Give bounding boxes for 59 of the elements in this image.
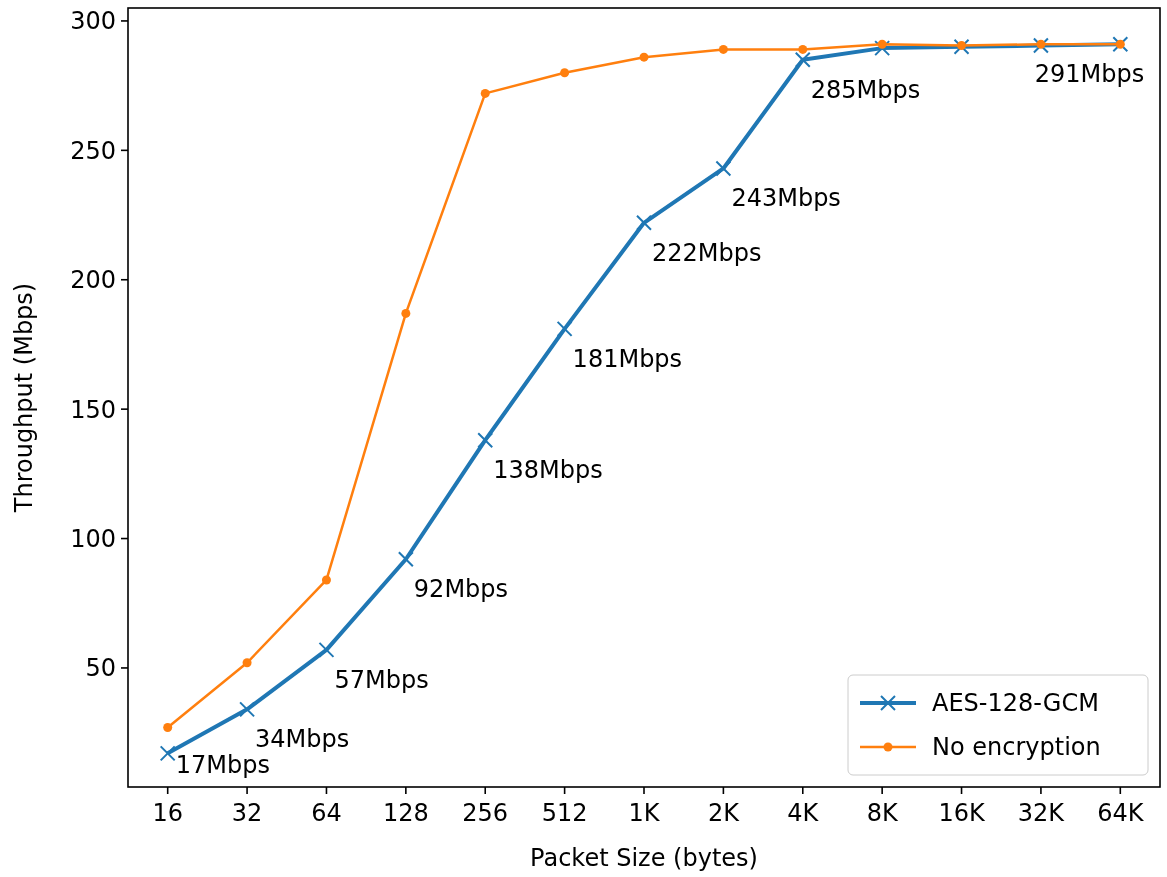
point bbox=[1112, 36, 1129, 53]
data-label: 222Mbps bbox=[652, 238, 762, 267]
point bbox=[957, 41, 967, 51]
y-tick-label: 150 bbox=[70, 395, 116, 424]
x-tick-label: 128 bbox=[382, 799, 429, 827]
point bbox=[239, 701, 256, 718]
x-tick-label: 2K bbox=[707, 799, 741, 827]
legend-label: No encryption bbox=[932, 733, 1101, 762]
point bbox=[397, 551, 414, 568]
point bbox=[477, 432, 494, 449]
point bbox=[1115, 39, 1125, 49]
point bbox=[321, 575, 331, 585]
x-tick-label: 32K bbox=[1017, 799, 1066, 827]
y-tick-label: 100 bbox=[70, 524, 116, 553]
x-tick-label: 8K bbox=[866, 799, 899, 827]
data-label: 34Mbps bbox=[255, 725, 350, 754]
point bbox=[401, 308, 411, 318]
data-label: 291Mbps bbox=[1034, 60, 1145, 89]
x-tick-label: 16 bbox=[152, 799, 183, 827]
x-tick-label: 64 bbox=[311, 799, 342, 827]
point bbox=[242, 658, 252, 668]
x-tick-label: 1K bbox=[628, 799, 661, 827]
point bbox=[636, 214, 652, 231]
legend-label: AES-128-GCM bbox=[932, 689, 1099, 718]
point bbox=[794, 51, 811, 68]
data-label: 138Mbps bbox=[493, 456, 603, 485]
point bbox=[318, 641, 335, 658]
x-axis-title: Packet Size (bytes) bbox=[530, 844, 758, 872]
y-tick-label: 200 bbox=[70, 266, 116, 295]
point bbox=[480, 88, 490, 98]
point bbox=[159, 745, 176, 762]
data-label: 17Mbps bbox=[175, 751, 270, 779]
x-tick-label: 32 bbox=[231, 799, 263, 827]
data-label: 181Mbps bbox=[572, 344, 683, 373]
y-tick-label: 250 bbox=[70, 136, 116, 165]
x-tick-label: 256 bbox=[462, 799, 509, 827]
point bbox=[639, 52, 649, 62]
point bbox=[163, 722, 173, 732]
point bbox=[874, 40, 891, 57]
point bbox=[877, 39, 887, 49]
x-tick-label: 64K bbox=[1097, 799, 1145, 827]
point bbox=[560, 68, 570, 78]
point bbox=[1036, 39, 1046, 49]
point bbox=[718, 44, 728, 54]
point bbox=[798, 44, 808, 54]
y-tick-label: 300 bbox=[70, 7, 116, 36]
x-tick-label: 4K bbox=[787, 799, 820, 827]
data-label: 57Mbps bbox=[334, 665, 429, 694]
data-label: 285Mbps bbox=[810, 75, 921, 104]
data-label: 243Mbps bbox=[731, 184, 841, 213]
point bbox=[953, 38, 970, 55]
y-tick-label: 50 bbox=[85, 654, 116, 683]
data-label: 92Mbps bbox=[413, 575, 509, 604]
point bbox=[715, 160, 732, 177]
y-axis-title: Throughput (Mbps) bbox=[10, 282, 38, 514]
x-tick-label: 512 bbox=[541, 799, 588, 827]
x-tick-label: 16K bbox=[938, 799, 986, 827]
point bbox=[556, 320, 573, 337]
point bbox=[1032, 37, 1049, 54]
